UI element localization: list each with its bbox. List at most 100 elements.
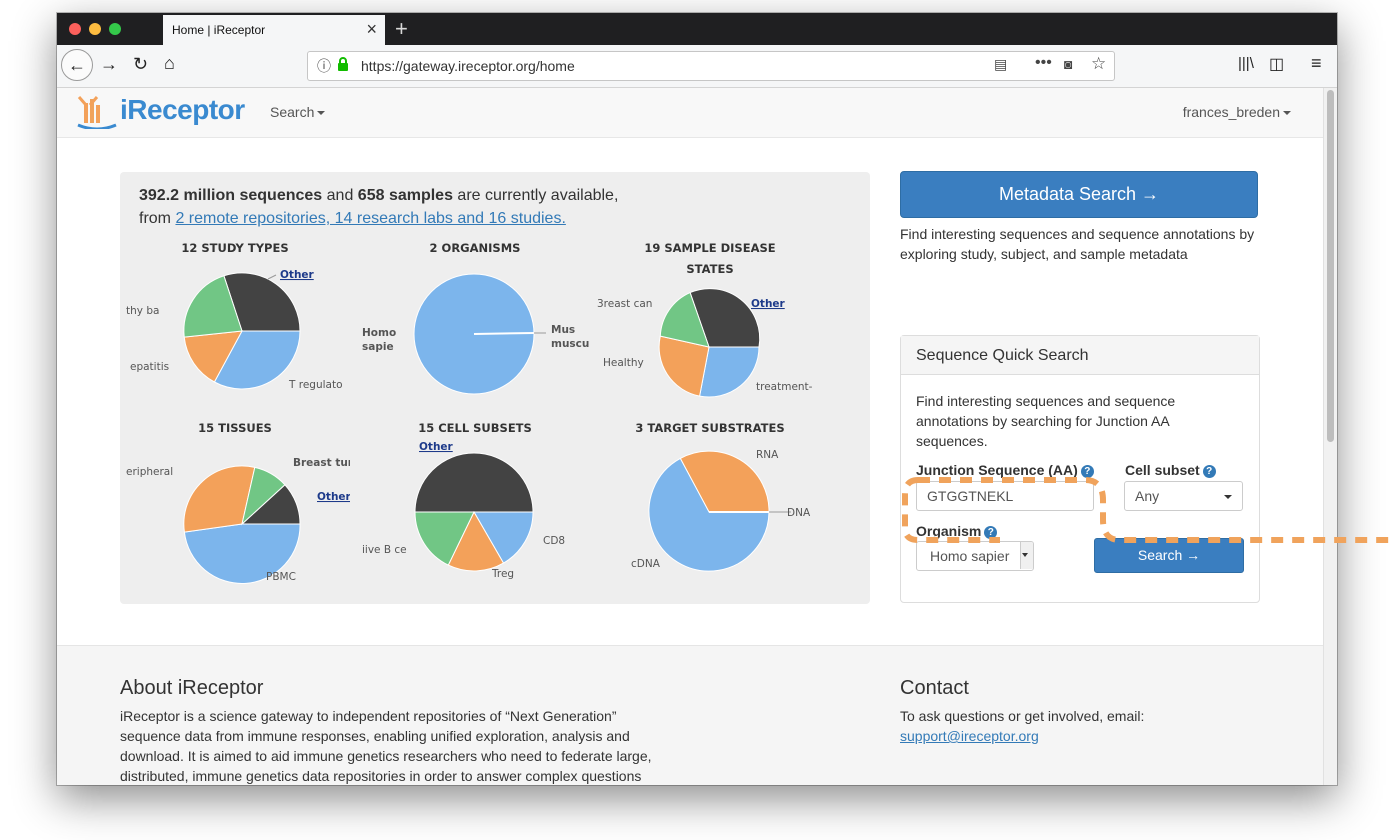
organism-label-text: Organism	[916, 523, 982, 539]
browser-window: Home | iReceptor × + ← → ↻ ⌂ ⓘ https://g…	[57, 13, 1337, 785]
pie-slice-breast-tumor[interactable]	[241, 466, 286, 526]
maximize-window-button[interactable]	[109, 23, 121, 35]
pie-slice-mus-musculus[interactable]	[473, 332, 535, 335]
contact-block: To ask questions or get involved, email:…	[900, 706, 1240, 746]
user-dropdown[interactable]: frances_breden	[1183, 104, 1291, 120]
chart-title: 2 ORGANISMS	[429, 241, 521, 255]
chart-label: CD8	[543, 535, 565, 547]
help-icon[interactable]: ?	[1202, 465, 1216, 478]
pocket-icon[interactable]: ◙	[1064, 56, 1073, 72]
select-arrow-button[interactable]	[1020, 542, 1033, 569]
home-button-icon[interactable]: ⌂	[164, 53, 175, 73]
help-icon[interactable]: ?	[1080, 465, 1094, 478]
pie-slice-healthy[interactable]	[183, 275, 243, 338]
organism-label: Organism?	[916, 523, 998, 539]
cell-subset-label-text: Cell subset	[1125, 462, 1200, 478]
chart-label: Treg	[491, 568, 514, 580]
repositories-link[interactable]: 2 remote repositories, 14 research labs …	[175, 210, 566, 227]
pie-slice-cd8[interactable]	[473, 511, 534, 564]
pie-slice-hepatitis[interactable]	[183, 330, 243, 383]
chart-label: Breast tum	[293, 457, 350, 469]
more-actions-icon[interactable]: •••	[1035, 54, 1052, 71]
chart-label: iive B ce	[362, 544, 407, 556]
search-dropdown-label: Search	[270, 104, 315, 120]
pie-slice-rna[interactable]	[679, 450, 770, 513]
chart-label: RNA	[756, 449, 779, 461]
url-bar[interactable]: ⓘ https://gateway.ireceptor.org/home ▤ •…	[307, 51, 1115, 81]
page-footer: About iReceptor iReceptor is a science g…	[57, 645, 1323, 785]
page-scrollbar[interactable]	[1323, 88, 1337, 785]
chart-label-other[interactable]: Other	[419, 441, 454, 453]
tab-title: Home | iReceptor	[172, 23, 266, 37]
disease-states-pie: Other 3reast can Healthy treatment-	[597, 288, 813, 398]
chart-label-other[interactable]: Other	[280, 269, 315, 281]
sidebar-icon[interactable]: ◫	[1269, 56, 1285, 73]
chevron-down-icon	[1224, 495, 1232, 499]
chart-label: epatitis	[130, 361, 169, 373]
pie-slice-other[interactable]	[414, 452, 534, 513]
new-tab-icon[interactable]: +	[395, 16, 408, 41]
reload-button-icon[interactable]: ↻	[133, 54, 149, 74]
browser-tab[interactable]: Home | iReceptor ×	[163, 15, 385, 45]
pie-slice-other[interactable]	[689, 288, 761, 348]
caret-down-icon	[317, 111, 326, 116]
url-text: https://gateway.ireceptor.org/home	[361, 58, 575, 74]
chart-label: sapie	[362, 341, 394, 353]
chart-label: Healthy	[603, 357, 644, 369]
about-heading: About iReceptor	[120, 677, 264, 699]
minimize-window-button[interactable]	[89, 23, 101, 35]
chart-label: cDNA	[631, 558, 661, 570]
pie-slice-treatment[interactable]	[699, 346, 760, 398]
bookmark-star-icon[interactable]: ☆	[1091, 54, 1107, 73]
forward-button-icon[interactable]: →	[100, 54, 118, 74]
menu-icon[interactable]: ≡	[1311, 53, 1322, 73]
chart-label-other[interactable]: Other	[751, 298, 786, 310]
contact-email-link[interactable]: support@ireceptor.org	[900, 728, 1039, 744]
library-icon[interactable]: |||\	[1238, 55, 1254, 72]
help-icon[interactable]: ?	[984, 526, 998, 539]
lock-icon	[337, 57, 349, 75]
chart-title: 3 TARGET SUBSTRATES	[635, 421, 785, 435]
chart-label: treatment-	[756, 381, 813, 393]
junction-label-text: Junction Sequence (AA)	[916, 462, 1078, 478]
pie-slice-naive-b-cell[interactable]	[414, 511, 475, 566]
chart-label: muscu	[551, 338, 589, 350]
sample-count: 658 samples	[357, 187, 453, 204]
tab-close-icon[interactable]: ×	[366, 19, 377, 39]
close-window-button[interactable]	[69, 23, 81, 35]
info-icon[interactable]: ⓘ	[317, 58, 331, 74]
organism-select[interactable]: Homo sapier	[916, 541, 1034, 571]
pie-slice-healthy[interactable]	[658, 335, 710, 397]
reader-view-icon[interactable]: ▤	[994, 56, 1008, 72]
quick-search-description: Find interesting sequences and sequence …	[916, 393, 1176, 449]
pie-slice-t-regulatory[interactable]	[213, 330, 301, 390]
pie-slice-breast-cancer[interactable]	[659, 291, 710, 348]
chart-label-other[interactable]: Other	[317, 491, 350, 503]
metadata-search-button[interactable]: Metadata Search →	[900, 171, 1258, 218]
pie-slice-pbmc[interactable]	[183, 523, 301, 584]
scrollbar-thumb[interactable]	[1327, 90, 1334, 442]
search-dropdown[interactable]: Search	[270, 104, 326, 120]
quick-search-button[interactable]: Search →	[1094, 538, 1244, 573]
tissues-chart: 15 TISSUES Breast tum Other eripheral PB…	[120, 416, 350, 596]
pie-slice-treg[interactable]	[447, 510, 505, 572]
organisms-pie: Homo sapie Mus muscu	[362, 273, 589, 395]
logo-text[interactable]: iReceptor	[120, 94, 245, 125]
target-substrates-pie: RNA DNA cDNA	[631, 449, 811, 572]
summary-from: from	[139, 210, 176, 227]
chart-label: T regulato	[288, 379, 343, 391]
pie-slice-cdna[interactable]	[648, 457, 770, 572]
caret-down-icon	[1283, 111, 1291, 116]
back-button-icon[interactable]: ←	[61, 49, 93, 81]
ireceptor-logo-icon[interactable]	[75, 93, 119, 134]
user-name: frances_breden	[1182, 104, 1280, 120]
pie-slice-peripheral[interactable]	[183, 465, 256, 533]
junction-value: GTGGTNEKL	[927, 488, 1014, 504]
pie-slice-other[interactable]	[223, 272, 301, 332]
cell-subset-select[interactable]: Any	[1124, 481, 1243, 511]
chart-title: 12 STUDY TYPES	[181, 241, 289, 255]
junction-sequence-input[interactable]: GTGGTNEKL	[916, 481, 1094, 511]
repository-stats-panel: 392.2 million sequences and 658 samples …	[120, 172, 870, 604]
tissues-pie: Breast tum Other eripheral PBMC	[126, 457, 350, 584]
organisms-chart: 2 ORGANISMS Homo sapie Mus muscu	[360, 236, 590, 416]
